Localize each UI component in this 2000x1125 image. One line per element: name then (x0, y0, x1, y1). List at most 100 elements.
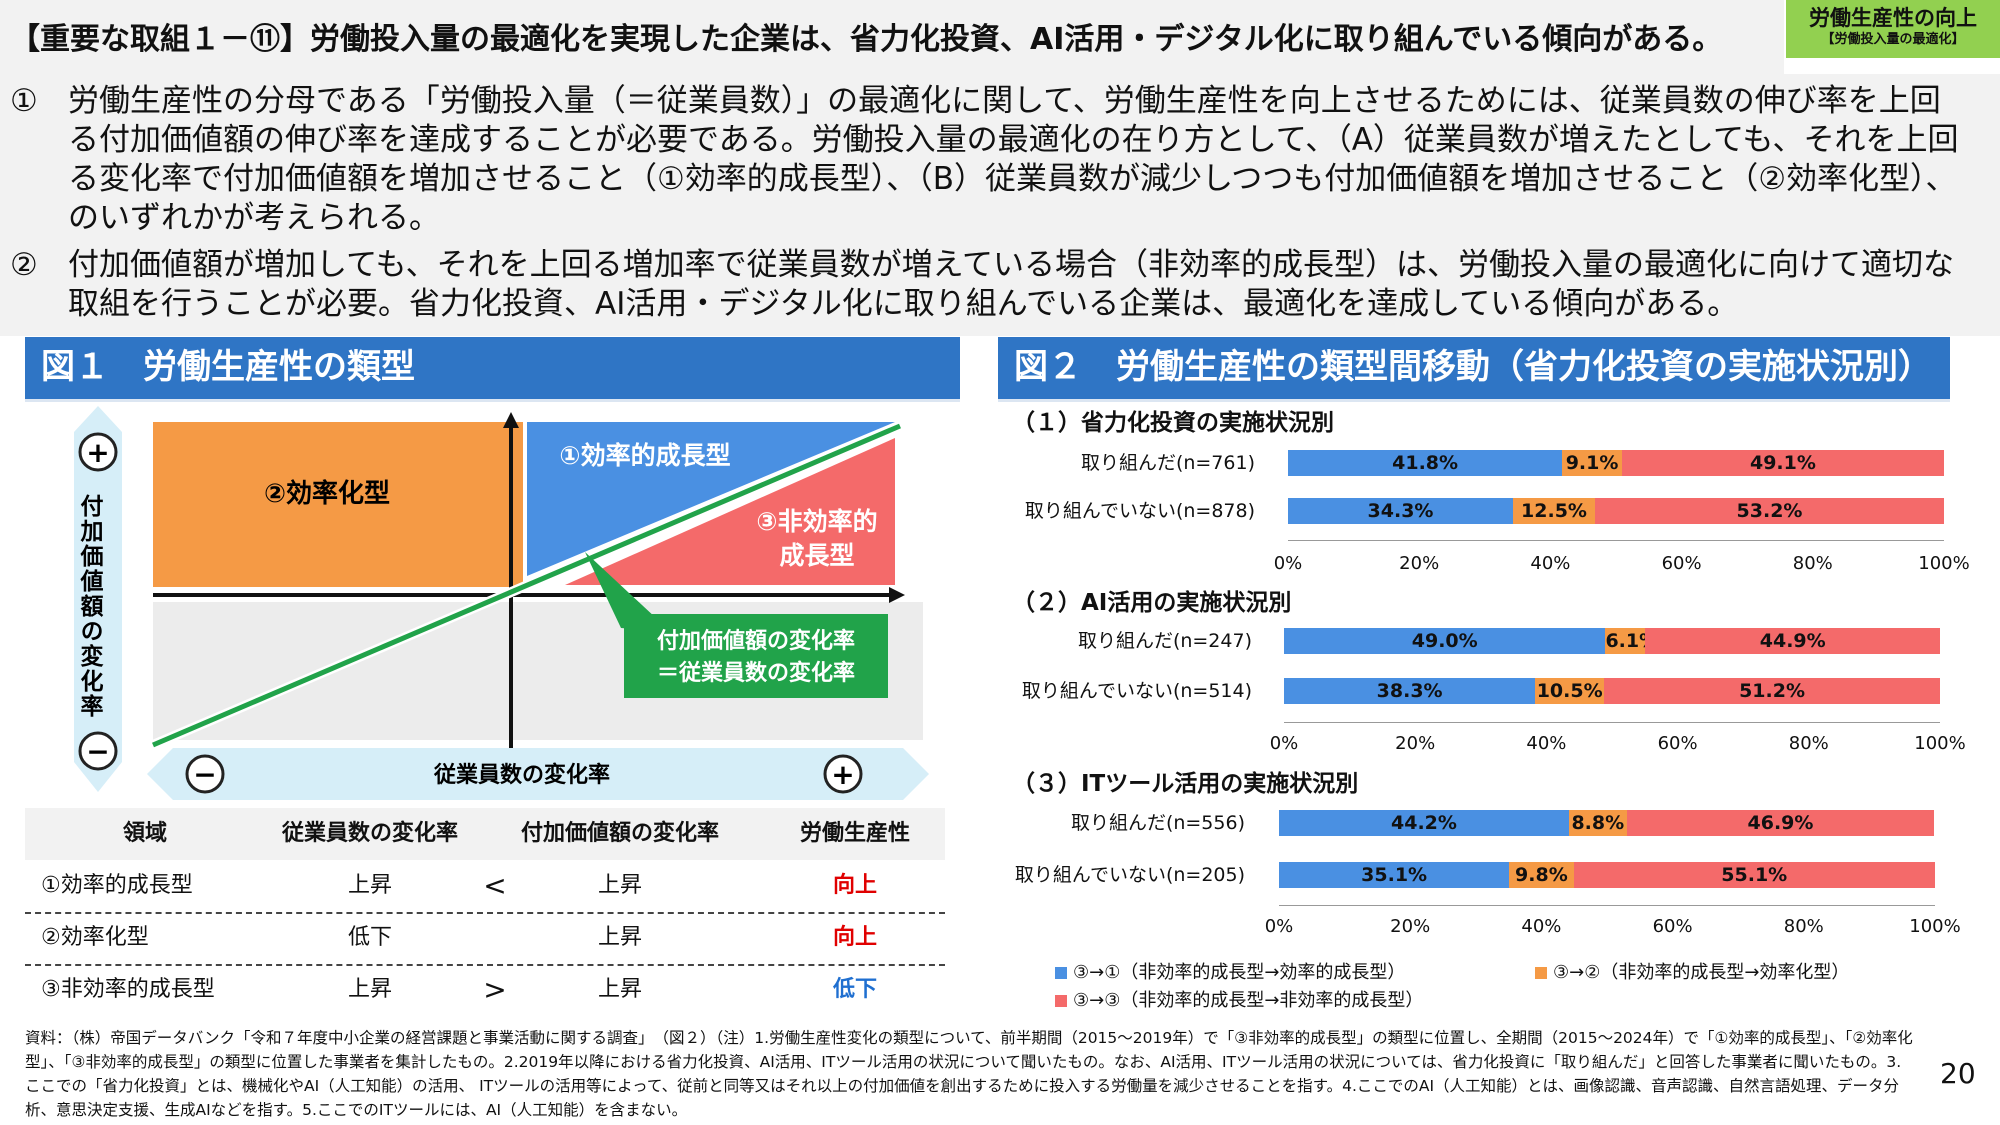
cell-productivity: 低下 (832, 977, 877, 1002)
row-label: 取り組んだ(n=247) (1077, 630, 1252, 652)
paragraph-text: 労働生産性の分母である「労働投入量（＝従業員数）」の最適化に関して、労働生産性を… (68, 83, 1959, 236)
tick-label: 100% (1914, 733, 1966, 754)
y-minus-icon (78, 731, 118, 771)
cell-employee-rate: 低下 (347, 925, 392, 950)
label-efficiency: ②効率化型 (264, 478, 390, 509)
stacked-bar: 35.1% 9.8% 55.1% (1279, 862, 1935, 888)
quadrant-inefficient-growth (565, 438, 895, 585)
tick-label: 20% (1399, 553, 1440, 574)
cell-value-added-rate: 上昇 (597, 873, 642, 898)
bar-segment-to3: 44.9% (1645, 628, 1940, 654)
row-label: 取り組んでいない(n=205) (1014, 864, 1245, 886)
tick-label: 40% (1526, 733, 1567, 754)
header-employee-rate: 従業員数の変化率 (281, 821, 458, 846)
cell-type: ②効率化型 (41, 925, 149, 950)
x-minus-label: − (193, 758, 216, 791)
tick-label: 40% (1530, 553, 1571, 574)
chart-1-title: （１）省力化投資の実施状況別 (1012, 410, 1334, 436)
page-title: 【重要な取組１－⑪】労働投入量の最適化を実現した企業は、省力化投資、AI活用・デ… (10, 22, 1723, 57)
bar-segment-to3: 55.1% (1573, 862, 1935, 888)
category-badge: 労働生産性の向上 【労働投入量の最適化】 (1786, 0, 2000, 58)
badge-sub-label: 【労働投入量の最適化】 (1821, 32, 1965, 47)
y-axis-label: 付加価値額の変化率 (76, 494, 105, 719)
table-row: ①効率的成長型 上昇 < 上昇 向上 (25, 860, 945, 912)
tick-label: 80% (1792, 553, 1833, 574)
y-axis-band (74, 432, 122, 762)
fig1-header: 図１ 労働生産性の類型 (25, 337, 960, 402)
y-minus-label: − (86, 735, 109, 768)
label-inefficient-1: ③非効率的 (756, 507, 877, 536)
y-plus-icon (78, 432, 118, 472)
bar-segment-to2: 9.1% (1562, 450, 1622, 476)
title-bar: 【重要な取組１－⑪】労働投入量の最適化を実現した企業は、省力化投資、AI活用・デ… (0, 0, 1784, 76)
callout-box (624, 614, 888, 698)
fig1-title: 図１ 労働生産性の類型 (41, 347, 415, 387)
stacked-bar: 38.3% 10.5% 51.2% (1284, 678, 1940, 704)
y-axis-arrowhead-bottom (74, 762, 122, 792)
x-axis-line (1279, 905, 1935, 906)
bar-segment-to2: 12.5% (1513, 498, 1595, 524)
chart-3-title: （３）ITツール活用の実施状況別 (1012, 771, 1359, 797)
bar-segment-to1: 34.3% (1288, 498, 1513, 524)
bar-segment-to1: 41.8% (1288, 450, 1563, 476)
row-label: 取り組んだ(n=761) (1080, 452, 1255, 474)
x-axis-line (1284, 722, 1940, 723)
intro-box: ① 労働生産性の分母である「労働投入量（＝従業員数）」の最適化に関して、労働生産… (0, 74, 2000, 336)
legend-label: ③→③（非効率的成長型→非効率的成長型） (1073, 990, 1424, 1011)
tick-label: 80% (1788, 733, 1829, 754)
bar-segment-to3: 51.2% (1604, 678, 1940, 704)
quadrant-efficiency (153, 422, 523, 587)
cell-productivity: 向上 (832, 925, 877, 950)
label-inefficient-2: 成長型 (779, 541, 854, 570)
badge-main-label: 労働生産性の向上 (1809, 6, 1977, 30)
table-row: ③非効率的成長型 上昇 > 上昇 低下 (25, 964, 945, 1016)
y-plus-label: + (86, 436, 109, 469)
bar-segment-to1: 35.1% (1279, 862, 1510, 888)
bar-segment-to2: 8.8% (1568, 810, 1627, 836)
cell-employee-rate: 上昇 (347, 873, 392, 898)
row-divider (25, 912, 945, 914)
cell-productivity: 向上 (832, 873, 877, 898)
tick-label: 100% (1909, 916, 1961, 937)
paragraph-number: ② (10, 247, 38, 283)
tick-label: 20% (1390, 916, 1431, 937)
cell-employee-rate: 上昇 (347, 977, 392, 1002)
tick-label: 40% (1521, 916, 1562, 937)
bar-segment-to3: 49.1% (1621, 450, 1944, 476)
header-productivity: 労働生産性 (799, 821, 910, 846)
chart-2-title: （２）AI活用の実施状況別 (1012, 590, 1292, 616)
x-axis-band (173, 748, 903, 800)
bar-segment-to1: 38.3% (1284, 678, 1536, 704)
tick-label: 60% (1661, 553, 1702, 574)
stacked-bar: 49.0%6.1%44.9% (1284, 628, 1940, 654)
cell-value-added-rate: 上昇 (597, 977, 642, 1002)
source-note: 資料：（株）帝国データバンク「令和７年度中小企業の経営課題と事業活動に関する調査… (25, 1029, 1913, 1119)
cell-operator: < (483, 869, 507, 902)
x-axis-arrowhead-left (147, 748, 173, 800)
productivity-type-diagram: + − 付加価値額の変化率 付加価値額の変化率 ＝従業員数の変化率 ②効率化型 … (74, 406, 929, 800)
tick-label: 100% (1918, 553, 1970, 574)
bar-segment-to2: 6.1% (1605, 628, 1646, 654)
legend-swatch-orange (1535, 967, 1547, 979)
x-axis-label: 従業員数の変化率 (433, 762, 610, 788)
bar-segment-to3: 53.2% (1595, 498, 1944, 524)
label-efficient-growth: ①効率的成長型 (559, 441, 730, 470)
legend-label: ③→①（非効率的成長型→効率的成長型） (1073, 962, 1406, 983)
cell-value-added-rate: 上昇 (597, 925, 642, 950)
tick-label: 60% (1652, 916, 1693, 937)
y-axis-arrow-icon (503, 412, 519, 428)
legend-label: ③→②（非効率的成長型→効率化型） (1553, 962, 1850, 983)
stacked-bar: 34.3% 12.5% 53.2% (1288, 498, 1944, 524)
legend-item-to1: ③→①（非効率的成長型→効率的成長型） (1055, 958, 1405, 984)
bar-segment-to1: 49.0% (1284, 628, 1606, 654)
legend-swatch-red (1055, 995, 1067, 1007)
stacked-bar: 44.2% 8.8% 46.9% (1279, 810, 1935, 836)
page-number: 20 (1940, 1057, 1976, 1090)
bar-segment-to1: 44.2% (1279, 810, 1569, 836)
cell-type: ①効率的成長型 (41, 873, 193, 898)
callout-pointer (585, 552, 671, 632)
x-minus-icon (185, 754, 225, 794)
bar-segment-to2: 10.5% (1535, 678, 1605, 704)
callout-line-1: 付加価値額の変化率 (657, 628, 855, 654)
x-axis-line (1288, 540, 1944, 541)
